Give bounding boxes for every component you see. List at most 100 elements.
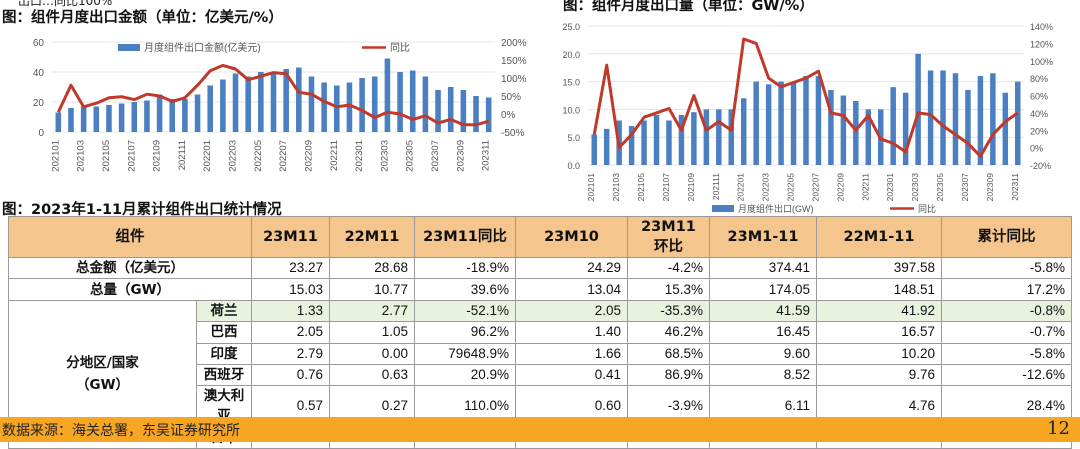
y-right-tick-label: 0% bbox=[1030, 144, 1043, 154]
table-cell: -12.6% bbox=[941, 363, 1072, 387]
table-cell: 16.57 bbox=[816, 321, 942, 344]
table-cell: 2.05 bbox=[251, 321, 330, 344]
y-left-tick-label: 10.0 bbox=[562, 105, 580, 115]
bar bbox=[397, 72, 403, 132]
table-cell: 9.76 bbox=[816, 363, 942, 387]
line-series bbox=[56, 63, 490, 127]
x-tick-label: 202203 bbox=[761, 173, 771, 202]
table-header-cell: 23M10 bbox=[515, 216, 628, 258]
table-cell: 0.76 bbox=[251, 363, 330, 387]
bar bbox=[106, 105, 112, 132]
bar bbox=[435, 90, 441, 132]
y-right-tick-label: 40% bbox=[1030, 109, 1048, 119]
country-label: 西班牙 bbox=[196, 363, 252, 387]
table-cell: 2.79 bbox=[251, 342, 330, 365]
y-left-tick-label: 5.0 bbox=[567, 133, 580, 143]
legend-label: 月度组件出口金额(亿美元) bbox=[144, 41, 261, 54]
x-tick-label: 202107 bbox=[661, 173, 671, 202]
table-row: 总量（GW） 15.03 10.77 39.6% 13.04 15.3% 174.05 148… bbox=[8, 278, 1072, 301]
bar bbox=[915, 53, 921, 165]
bar bbox=[371, 76, 378, 132]
chart2-title: 图：组件月度出口量（单位：GW/%） bbox=[563, 0, 814, 14]
region-group-label-line: （GW） bbox=[76, 377, 129, 394]
table-cell: 0.00 bbox=[329, 342, 415, 365]
bar bbox=[603, 128, 610, 165]
table-cell: 41.59 bbox=[709, 299, 817, 323]
legend-label: 月度组件出口(GW) bbox=[738, 203, 814, 214]
x-tick-label: 202103 bbox=[611, 173, 621, 202]
table-cell: 79648.9% bbox=[414, 342, 516, 365]
bar bbox=[384, 58, 391, 132]
bar bbox=[93, 106, 100, 132]
table-row: 总金额（亿美元） 23.27 28.68 -18.9% 24.29 -4.2% 374.41… bbox=[8, 256, 1072, 280]
table-cell: 46.2% bbox=[627, 321, 710, 344]
table-cell: -4.2% bbox=[627, 256, 710, 280]
x-tick-label: 202303 bbox=[910, 173, 920, 202]
x-tick-label: 202309 bbox=[985, 173, 995, 202]
table-row: 印度 2.79 0.00 79648.9% 1.66 68.5% 9.60 10.20 -5.8… bbox=[9, 342, 1072, 365]
x-tick-label: 202305 bbox=[405, 140, 416, 172]
x-tick-label: 202305 bbox=[935, 173, 945, 202]
table-row: 巴西 2.05 1.05 96.2% 1.40 46.2% 16.45 16.57 -0.7% bbox=[9, 321, 1072, 344]
page-number: 12 bbox=[1047, 418, 1070, 439]
bar bbox=[460, 90, 467, 132]
y-right-tick-label: 200% bbox=[501, 38, 527, 49]
x-tick-label: 202311 bbox=[1010, 173, 1020, 201]
y-right-tick-label: 50% bbox=[501, 92, 521, 103]
bar bbox=[68, 108, 74, 132]
bar bbox=[144, 100, 150, 132]
bar bbox=[765, 84, 772, 165]
bar bbox=[815, 76, 822, 165]
x-tick-label: 202301 bbox=[354, 140, 365, 172]
bar bbox=[258, 72, 264, 132]
table-cell: 39.6% bbox=[414, 278, 516, 301]
x-tick-label: 202101 bbox=[50, 140, 61, 172]
table-cell: -18.9% bbox=[414, 256, 516, 280]
x-tick-label: 202111 bbox=[177, 140, 188, 170]
footer-bar: 数据来源：海关总署，东吴证券研究所 12 bbox=[0, 417, 1080, 442]
x-tick-label: 202207 bbox=[810, 173, 820, 202]
table-header-cell: 组件 bbox=[8, 216, 252, 258]
bar bbox=[828, 89, 834, 165]
y-right-tick-label: 140% bbox=[1030, 22, 1053, 32]
y-right-tick-label: 150% bbox=[501, 56, 527, 67]
table-cell: 20.9% bbox=[414, 363, 516, 387]
bar bbox=[591, 134, 597, 165]
x-tick-label: 202201 bbox=[202, 140, 213, 172]
x-tick-label: 202209 bbox=[835, 173, 845, 202]
row-header: 总金额（亿美元） bbox=[8, 256, 252, 280]
table-cell: 68.5% bbox=[627, 342, 710, 365]
x-tick-label: 202301 bbox=[885, 173, 895, 202]
table-cell: -52.1% bbox=[414, 299, 516, 323]
y-left-tick-label: 40 bbox=[33, 68, 45, 79]
bar bbox=[753, 81, 759, 165]
table-cell: 23.27 bbox=[251, 256, 330, 280]
table-cell: 2.77 bbox=[329, 299, 415, 323]
bar bbox=[1015, 81, 1021, 165]
bar bbox=[778, 81, 784, 165]
bar bbox=[409, 70, 416, 132]
bar bbox=[308, 76, 315, 132]
y-left-tick-label: 0 bbox=[38, 128, 44, 139]
table-cell: -5.8% bbox=[941, 342, 1072, 365]
y-right-tick-label: 100% bbox=[1030, 57, 1053, 67]
table-cell: 374.41 bbox=[709, 256, 817, 280]
bar bbox=[728, 109, 734, 165]
legend-label: 同比 bbox=[390, 42, 410, 54]
bar bbox=[740, 98, 747, 165]
table-cell: -0.8% bbox=[941, 299, 1072, 323]
table-cell: 10.20 bbox=[816, 342, 942, 365]
legend-label: 同比 bbox=[918, 203, 936, 214]
x-tick-label: 202107 bbox=[126, 140, 137, 172]
country-label: 巴西 bbox=[196, 321, 252, 344]
table-header-cell: 23M1-11 bbox=[709, 216, 817, 258]
region-group-label-line: 分地区/国家 bbox=[66, 355, 139, 372]
x-tick-label: 202105 bbox=[636, 173, 646, 202]
x-tick-label: 202303 bbox=[379, 140, 390, 172]
bar bbox=[678, 114, 685, 165]
bar bbox=[232, 73, 239, 132]
bar bbox=[194, 94, 201, 132]
x-tick-label: 202203 bbox=[228, 140, 239, 172]
row-header: 总量（GW） bbox=[8, 278, 252, 301]
table-cell: 96.2% bbox=[414, 321, 516, 344]
